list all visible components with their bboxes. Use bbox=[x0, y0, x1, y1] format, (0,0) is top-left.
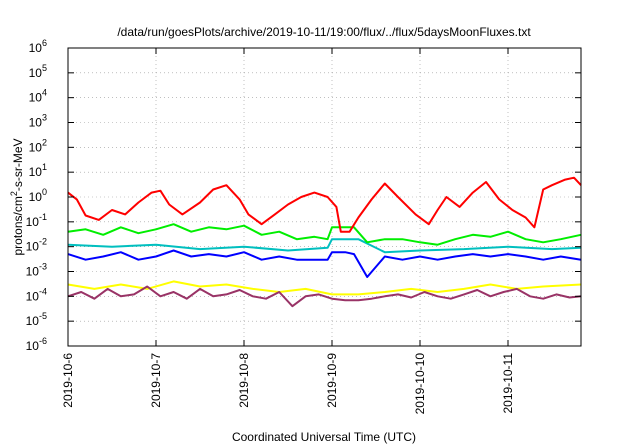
y-axis-label: protons/cm2-s-sr-MeV bbox=[9, 138, 25, 255]
y-tick-label: 10-4 bbox=[26, 286, 47, 303]
y-tick-label: 105 bbox=[29, 63, 47, 80]
series-line bbox=[67, 249, 582, 278]
y-tick-label: 102 bbox=[29, 137, 47, 154]
chart-title: /data/run/goesPlots/archive/2019-10-11/1… bbox=[117, 25, 531, 39]
y-tick-exp: -2 bbox=[39, 237, 47, 247]
x-axis-label: Coordinated Universal Time (UTC) bbox=[232, 430, 416, 444]
y-tick-exp: 2 bbox=[42, 137, 47, 147]
y-tick-base: 10 bbox=[26, 314, 40, 328]
x-tick-label: 2019-10-11 bbox=[501, 353, 515, 414]
y-tick-exp: -5 bbox=[39, 311, 47, 321]
y-tick-base: 10 bbox=[26, 339, 40, 353]
y-tick-label: 104 bbox=[29, 88, 47, 105]
series-line bbox=[67, 280, 582, 296]
series-line bbox=[67, 176, 582, 233]
x-tick-label: 2019-10-9 bbox=[325, 353, 339, 408]
y-tick-base: 10 bbox=[26, 265, 40, 279]
y-tick-label: 100 bbox=[29, 187, 47, 204]
series-line bbox=[67, 285, 582, 308]
y-tick-label: 10-2 bbox=[26, 237, 47, 254]
y-tick-label: 10-5 bbox=[26, 311, 47, 328]
y-tick-label: 106 bbox=[29, 38, 47, 55]
y-tick-exp: 1 bbox=[42, 162, 47, 172]
y-tick-label: 103 bbox=[29, 113, 47, 130]
y-axis-ticks: 10-610-510-410-310-210-11001011021031041… bbox=[26, 38, 581, 353]
series-line bbox=[67, 238, 582, 254]
x-tick-label: 2019-10-10 bbox=[413, 353, 427, 415]
y-tick-base: 10 bbox=[29, 41, 43, 55]
y-axis-label-rest: -s-sr-MeV bbox=[11, 138, 25, 191]
y-tick-label: 10-3 bbox=[26, 262, 47, 279]
data-series bbox=[67, 176, 582, 308]
y-tick-base: 10 bbox=[29, 165, 43, 179]
y-tick-base: 10 bbox=[26, 240, 40, 254]
x-tick-label: 2019-10-6 bbox=[61, 353, 75, 408]
y-tick-exp: -4 bbox=[39, 286, 47, 296]
y-tick-label: 10-6 bbox=[26, 336, 47, 353]
y-tick-exp: -6 bbox=[39, 336, 47, 346]
x-tick-label: 2019-10-8 bbox=[237, 353, 251, 408]
y-tick-exp: -1 bbox=[39, 212, 47, 222]
y-tick-exp: 6 bbox=[42, 38, 47, 48]
y-tick-exp: 4 bbox=[42, 88, 47, 98]
y-tick-label: 10-1 bbox=[26, 212, 47, 229]
y-axis-label-sup: 2 bbox=[9, 191, 19, 196]
y-tick-exp: 5 bbox=[42, 63, 47, 73]
y-tick-exp: -3 bbox=[39, 262, 47, 272]
y-tick-base: 10 bbox=[29, 190, 43, 204]
y-tick-base: 10 bbox=[29, 91, 43, 105]
series-line bbox=[67, 223, 582, 246]
y-tick-base: 10 bbox=[29, 140, 43, 154]
y-tick-base: 10 bbox=[29, 66, 43, 80]
x-tick-label: 2019-10-7 bbox=[149, 353, 163, 408]
y-tick-exp: 0 bbox=[42, 187, 47, 197]
y-tick-base: 10 bbox=[26, 289, 40, 303]
y-tick-base: 10 bbox=[29, 116, 43, 130]
y-tick-base: 10 bbox=[26, 215, 40, 229]
y-tick-exp: 3 bbox=[42, 113, 47, 123]
y-tick-label: 101 bbox=[29, 162, 47, 179]
y-axis-label-base: protons/cm bbox=[11, 196, 25, 255]
x-axis-ticks: 2019-10-6 2019-10-7 2019-10-8 2019-10-9 2019… bbox=[61, 48, 515, 414]
